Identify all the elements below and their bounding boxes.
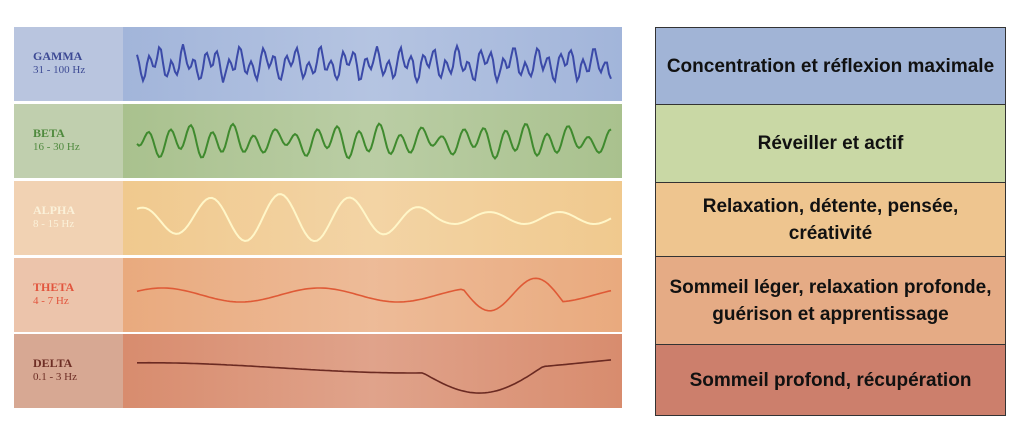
description-delta: Sommeil profond, récupération [656, 345, 1005, 415]
band-label: ALPHA 8 - 15 Hz [14, 181, 123, 255]
band-name: DELTA [33, 356, 73, 370]
wave-theta [123, 258, 622, 332]
description-alpha: Relaxation, détente, pensée, créativité [656, 183, 1005, 257]
waveform-line [136, 122, 612, 160]
band-label: GAMMA 31 - 100 Hz [14, 27, 123, 101]
wave-gamma [123, 27, 622, 101]
band-label: BETA 16 - 30 Hz [14, 104, 123, 178]
band-frequency: 0.1 - 3 Hz [33, 371, 77, 383]
band-theta: THETA 4 - 7 Hz [14, 258, 622, 332]
band-frequency: 8 - 15 Hz [33, 218, 75, 230]
band-name: ALPHA [33, 203, 75, 217]
band-frequency: 16 - 30 Hz [33, 141, 80, 153]
band-name: THETA [33, 280, 75, 294]
waveform-line [136, 193, 612, 243]
band-name: GAMMA [33, 49, 83, 63]
band-frequency: 4 - 7 Hz [33, 295, 69, 307]
description-theta: Sommeil léger, relaxation profonde, guér… [656, 257, 1005, 345]
band-label: DELTA 0.1 - 3 Hz [14, 334, 123, 408]
band-name: BETA [33, 126, 65, 140]
waveform-line [136, 277, 612, 312]
description-table: Concentration et réflexion maximale Réve… [655, 27, 1006, 416]
description-gamma: Concentration et réflexion maximale [656, 28, 1005, 105]
band-alpha: ALPHA 8 - 15 Hz [14, 181, 622, 255]
band-label: THETA 4 - 7 Hz [14, 258, 123, 332]
waveform-line [136, 42, 612, 85]
wave-beta [123, 104, 622, 178]
band-frequency: 31 - 100 Hz [33, 64, 86, 76]
waveform-line [137, 359, 612, 394]
wave-alpha [123, 181, 622, 255]
band-beta: BETA 16 - 30 Hz [14, 104, 622, 178]
band-gamma: GAMMA 31 - 100 Hz [14, 27, 622, 101]
wave-delta [123, 334, 622, 408]
description-beta: Réveiller et actif [656, 105, 1005, 183]
band-delta: DELTA 0.1 - 3 Hz [14, 334, 622, 408]
